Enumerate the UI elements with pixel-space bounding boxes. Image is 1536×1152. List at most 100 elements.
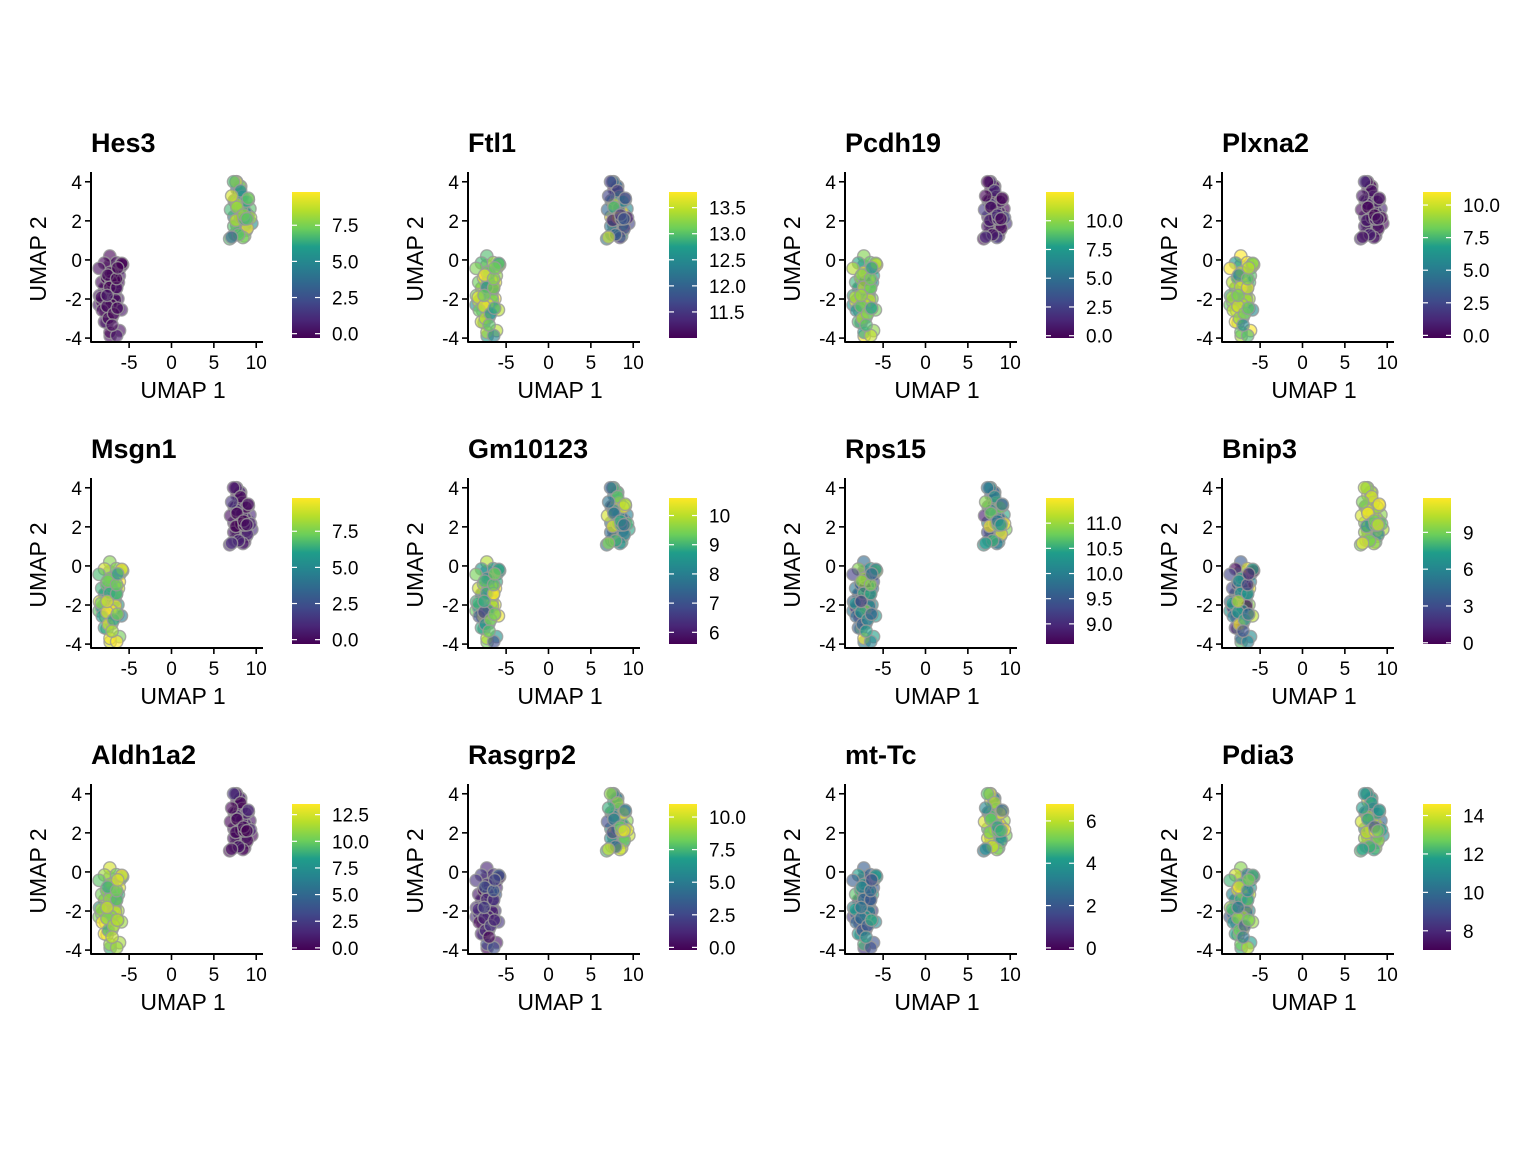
x-tick-label: 10: [1377, 353, 1398, 374]
panel-title: Rps15: [845, 434, 926, 464]
panel-title: Ftl1: [468, 128, 516, 158]
cell-point-left: [1241, 873, 1256, 887]
cell-point-left: [1241, 301, 1256, 315]
colorbar: 0.0 2.5 5.0 7.5: [292, 498, 358, 652]
y-tick-label: 4: [71, 785, 82, 806]
cell-point-right: [1371, 823, 1385, 838]
cell-point-right: [241, 803, 256, 818]
cell-point-right: [1357, 480, 1372, 495]
colorbar-gradient: [292, 498, 320, 644]
x-tick-label: 10: [623, 659, 644, 680]
cell-point-left: [859, 930, 873, 944]
panel-title: Hes3: [91, 128, 156, 158]
colorbar-gradient: [669, 804, 697, 950]
x-tick-label: -5: [875, 965, 892, 986]
y-axis-label: UMAP 2: [1156, 828, 1182, 913]
panel-title: Aldh1a2: [91, 740, 196, 770]
y-tick-label: 0: [1202, 863, 1213, 884]
y-tick-label: 0: [71, 863, 82, 884]
y-tick-label: -2: [1196, 290, 1213, 311]
y-axis-label: UMAP 2: [402, 216, 428, 301]
y-axis-label: UMAP 2: [779, 522, 805, 607]
cell-point-left: [100, 900, 115, 915]
colorbar-tick-label: 9: [709, 536, 720, 557]
y-tick-label: 4: [825, 479, 836, 500]
points: [846, 174, 1013, 343]
cell-point-right: [603, 480, 618, 495]
cell-point-left: [1241, 260, 1256, 275]
cell-point-left: [854, 900, 868, 915]
cell-point-right: [1357, 786, 1372, 801]
y-tick-label: -2: [65, 902, 82, 923]
panel-hes3: Hes3 -5 0 5 10 -4 -2 0 2 4 UMAP 1 UMAP 2 0.0 2.5 5.0 7.…: [25, 128, 358, 403]
y-tick-label: 0: [825, 557, 836, 578]
cell-point-left: [859, 624, 873, 638]
y-tick-label: -4: [1196, 329, 1213, 350]
colorbar-gradient: [669, 192, 697, 338]
cell-point-right: [1371, 211, 1385, 226]
colorbar-tick-label: 2.5: [332, 912, 358, 933]
y-tick-label: -4: [819, 329, 836, 350]
x-tick-label: -5: [498, 965, 515, 986]
x-tick-label: 5: [1340, 965, 1351, 986]
y-tick-label: 2: [825, 212, 836, 233]
y-tick-label: 4: [1202, 173, 1213, 194]
colorbar-tick-label: 11.5: [709, 303, 745, 324]
y-axis-label: UMAP 2: [25, 216, 51, 301]
x-tick-label: 10: [1377, 659, 1398, 680]
colorbar-tick-label: 2.5: [1086, 298, 1112, 319]
cell-point-right: [995, 497, 1010, 512]
cell-point-right: [224, 536, 239, 551]
cell-point-right: [978, 842, 993, 857]
cell-point-left: [1236, 318, 1251, 332]
colorbar-gradient: [1046, 804, 1074, 950]
x-tick-label: -5: [875, 659, 892, 680]
colorbar: 0.0 2.5 5.0 7.5 10.0: [669, 804, 746, 959]
colorbar-gradient: [292, 192, 320, 338]
y-tick-label: 2: [1202, 212, 1213, 233]
y-tick-label: -4: [1196, 941, 1213, 962]
cell-point-right: [224, 230, 239, 245]
cell-point-right: [995, 803, 1010, 818]
points: [1223, 174, 1390, 343]
cell-point-right: [978, 801, 993, 815]
cell-point-right: [978, 495, 993, 509]
colorbar: 0.0 2.5 5.0 7.5 10.0: [1423, 192, 1500, 347]
cell-point-right: [241, 497, 256, 512]
cell-point-left: [1231, 594, 1246, 609]
colorbar-tick-label: 7.5: [1463, 229, 1489, 250]
colorbar-tick-label: 5.0: [332, 252, 358, 273]
cell-point-right: [994, 517, 1008, 532]
x-tick-label: 5: [586, 353, 597, 374]
colorbar-gradient: [1423, 804, 1451, 950]
colorbar-tick-label: 0.0: [332, 939, 358, 960]
y-tick-label: -4: [65, 635, 82, 656]
panel-mt-tc: mt-Tc -5 0 5 10 -4 -2 0 2 4 UMAP 1 UMAP 2 0 2 4 6: [779, 740, 1097, 1015]
panel-title: Gm10123: [468, 434, 588, 464]
x-tick-label: 0: [543, 353, 554, 374]
x-tick-label: 0: [1297, 659, 1308, 680]
y-tick-label: 2: [448, 518, 459, 539]
y-axis-label: UMAP 2: [402, 828, 428, 913]
panel-title: mt-Tc: [845, 740, 917, 770]
y-tick-label: 0: [1202, 557, 1213, 578]
cell-point-right: [618, 803, 633, 818]
colorbar-tick-label: 2.5: [332, 595, 358, 616]
x-tick-label: 10: [1000, 659, 1021, 680]
colorbar: 6 7 8 9 10: [669, 498, 730, 644]
cell-point-right: [224, 189, 239, 203]
colorbar-tick-label: 12: [1463, 845, 1484, 866]
panel-ftl1: Ftl1 -5 0 5 10 -4 -2 0 2 4 UMAP 1 UMAP 2 11.5 12.0 12.…: [402, 128, 746, 403]
colorbar-tick-label: 5.0: [709, 873, 735, 894]
x-axis-label: UMAP 1: [140, 683, 225, 709]
colorbar-tick-label: 6: [1086, 812, 1097, 833]
cell-point-right: [994, 211, 1008, 226]
colorbar-tick-label: 7.5: [1086, 240, 1112, 261]
panel-title: Bnip3: [1222, 434, 1297, 464]
cell-point-right: [1355, 536, 1370, 551]
cell-point-left: [110, 301, 125, 315]
colorbar-tick-label: 4: [1086, 854, 1097, 875]
cell-point-right: [226, 174, 241, 189]
y-tick-label: 4: [448, 479, 459, 500]
